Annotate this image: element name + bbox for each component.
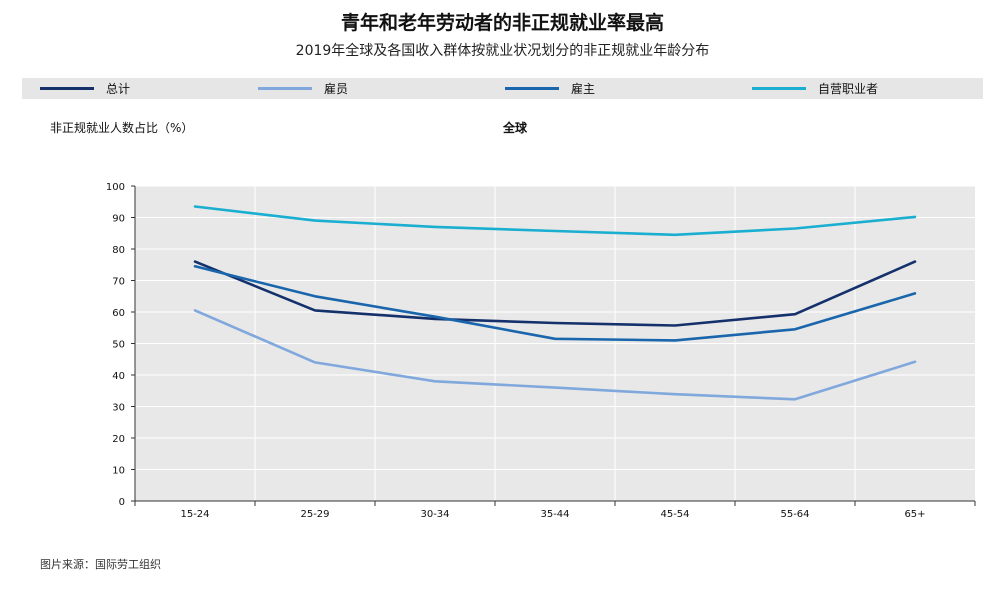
chart-subtitle: 2019年全球及各国收入群体按就业状况划分的非正规就业年龄分布 [295, 43, 710, 59]
x-tick-label: 30-34 [420, 509, 449, 520]
legend-item-total: 总计 [40, 78, 130, 99]
legend-item-employees: 雇员 [258, 78, 348, 99]
legend-item-employers: 雇主 [505, 78, 595, 99]
x-tick-label: 65+ [904, 509, 925, 520]
y-tick-label: 100 [106, 182, 125, 193]
legend-label-employers: 雇主 [571, 82, 596, 96]
y-tick-label: 50 [112, 340, 125, 351]
x-tick-label: 35-44 [540, 509, 569, 520]
source-note: 图片来源：国际劳工组织 [40, 558, 161, 571]
y-tick-label: 60 [112, 308, 125, 319]
x-tick-label: 15-24 [180, 509, 209, 520]
series-line-total [193, 260, 917, 327]
legend-swatch-self-employed [752, 87, 806, 90]
legend-swatch-total [40, 87, 94, 90]
y-axis-label: 非正规就业人数占比（%） [50, 121, 194, 135]
x-tick-label: 55-64 [780, 509, 809, 520]
legend: 总计 雇员 雇主 自营职业者 [22, 78, 983, 99]
legend-label-self-employed: 自营职业者 [818, 82, 879, 96]
y-tick-label: 90 [112, 214, 125, 225]
legend-swatch-employees [258, 87, 312, 90]
series-line-employers [193, 264, 917, 342]
legend-swatch-employers [505, 87, 559, 90]
series-line-self-employed [193, 205, 917, 237]
series-line-employees [193, 309, 917, 401]
chart-title: 青年和老年劳动者的非正规就业率最高 [340, 12, 664, 34]
y-tick-label: 40 [112, 371, 125, 382]
y-tick-label: 70 [112, 277, 125, 288]
y-tick-label: 20 [112, 434, 125, 445]
y-tick-label: 80 [112, 245, 125, 256]
legend-item-self-employed: 自营职业者 [752, 78, 878, 99]
legend-label-total: 总计 [106, 82, 131, 96]
y-tick-label: 30 [112, 403, 125, 414]
x-tick-label: 25-29 [300, 509, 329, 520]
legend-label-employees: 雇员 [324, 82, 349, 96]
y-tick-label: 10 [112, 466, 125, 477]
panel-title: 全球 [503, 121, 528, 135]
x-tick-label: 45-54 [660, 509, 689, 520]
y-tick-label: 0 [119, 497, 125, 508]
